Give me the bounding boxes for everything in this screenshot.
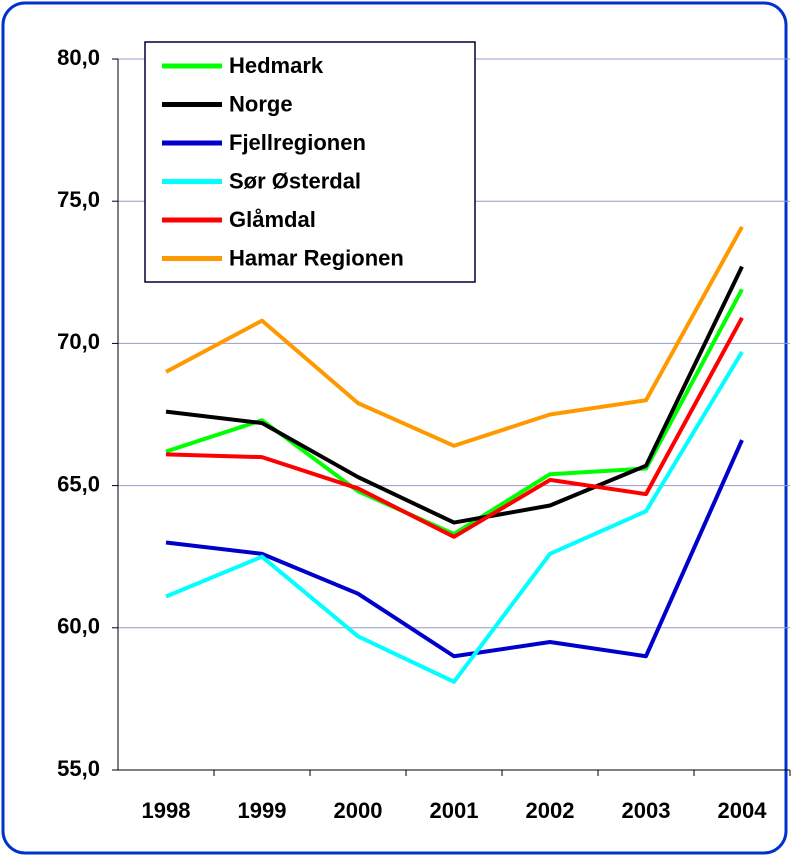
y-tick-label: 70,0 bbox=[57, 329, 100, 354]
series-line bbox=[165, 316, 744, 539]
x-tick-label: 1999 bbox=[238, 798, 287, 823]
series-line bbox=[165, 265, 744, 525]
x-tick-label: 2002 bbox=[526, 798, 575, 823]
legend-label: Hamar Regionen bbox=[229, 245, 404, 270]
series-line bbox=[165, 288, 744, 536]
legend-label: Sør Østerdal bbox=[229, 168, 361, 193]
y-tick-label: 55,0 bbox=[57, 756, 100, 781]
y-tick-label: 60,0 bbox=[57, 614, 100, 639]
y-tick-label: 65,0 bbox=[57, 471, 100, 496]
legend-label: Fjellregionen bbox=[229, 130, 366, 155]
series-line bbox=[165, 439, 744, 659]
legend-label: Norge bbox=[229, 91, 293, 116]
y-tick-label: 75,0 bbox=[57, 187, 100, 212]
x-tick-label: 2000 bbox=[334, 798, 383, 823]
x-tick-label: 2001 bbox=[430, 798, 479, 823]
x-tick-label: 1998 bbox=[142, 798, 191, 823]
series-line bbox=[165, 350, 744, 684]
series-line bbox=[165, 225, 744, 448]
y-tick-label: 80,0 bbox=[57, 45, 100, 70]
legend-label: Glåmdal bbox=[229, 207, 316, 232]
x-tick-label: 2003 bbox=[622, 798, 671, 823]
legend-label: Hedmark bbox=[229, 53, 324, 78]
x-tick-label: 2004 bbox=[718, 798, 768, 823]
legend-box bbox=[144, 41, 476, 283]
